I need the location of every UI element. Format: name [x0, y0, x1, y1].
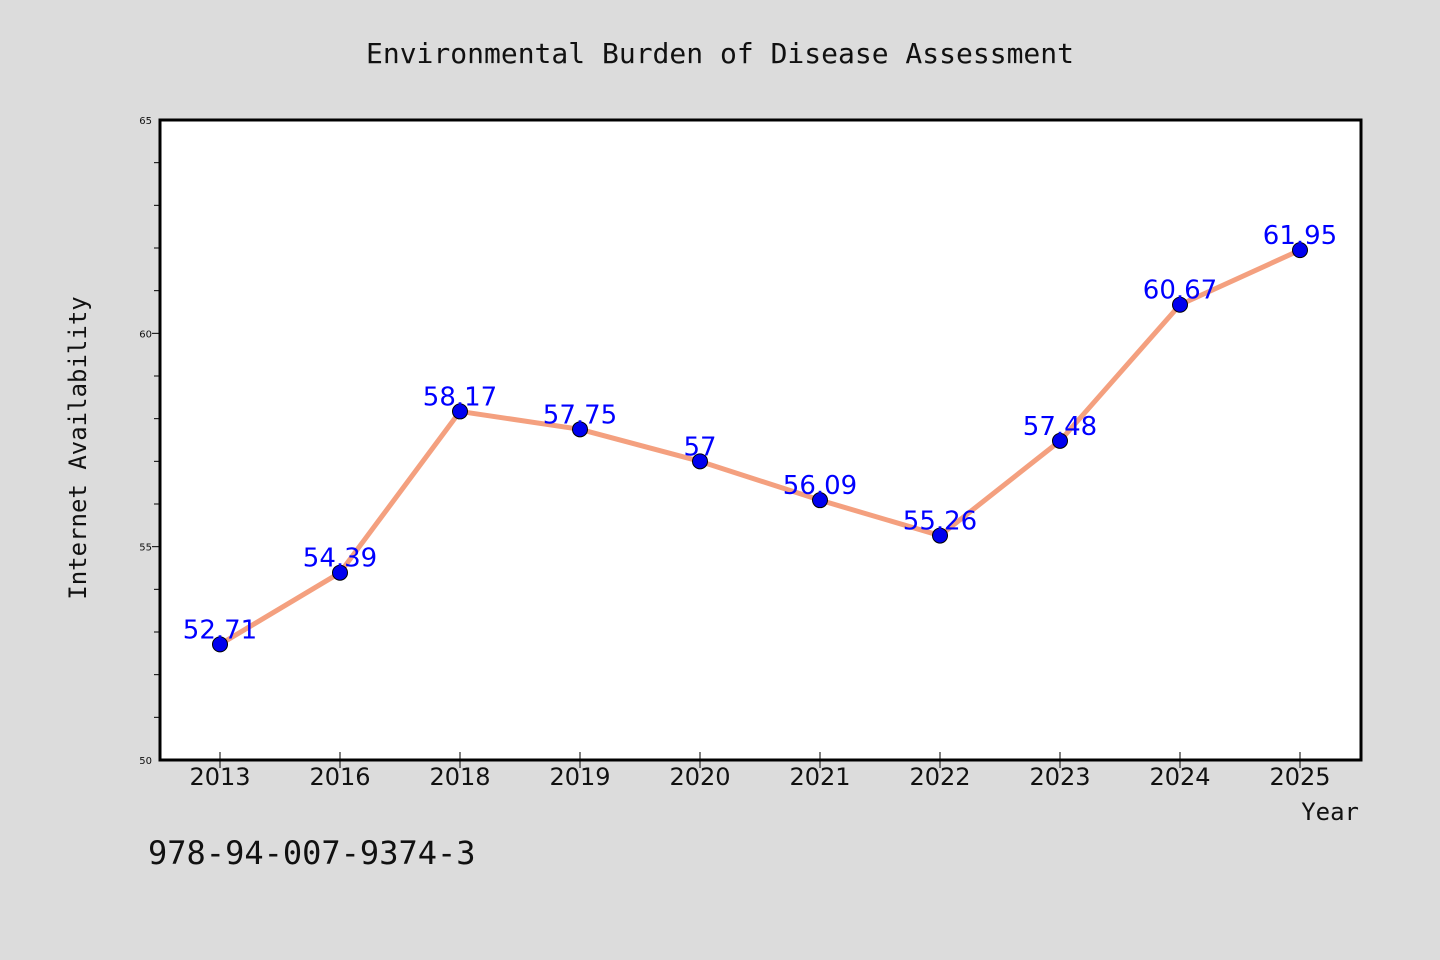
chart-title: Environmental Burden of Disease Assessme… [366, 37, 1074, 70]
data-label: 57.48 [1023, 412, 1097, 442]
x-tick-label: 2020 [669, 763, 730, 791]
data-labels: 52.71 54.39 58.17 57.75 57 56.09 55.26 57.48 60.… [183, 221, 1337, 645]
data-label: 56.09 [783, 471, 857, 501]
data-label: 57 [683, 432, 716, 462]
data-point [572, 421, 588, 438]
x-tick-label: 2013 [189, 763, 250, 791]
y-tick-label: 65 [139, 116, 152, 127]
data-point [332, 564, 348, 581]
data-label: 57.75 [543, 400, 617, 430]
y-tick-label: 60 [139, 329, 152, 340]
y-axis-label: Internet Availability [64, 296, 92, 599]
series-layer [212, 242, 1308, 653]
data-point [932, 527, 948, 544]
x-tick-label: 2022 [909, 763, 970, 791]
x-tick-label: 2024 [1149, 763, 1210, 791]
data-point [212, 636, 228, 653]
data-point [1292, 242, 1308, 259]
y-tick-label: 50 [139, 756, 152, 767]
y-axis-ticks: 50 55 60 65 [139, 116, 160, 767]
data-point [692, 453, 708, 470]
x-tick-label: 2021 [789, 763, 850, 791]
data-label: 61.95 [1263, 221, 1337, 251]
data-point [1052, 432, 1068, 449]
data-label: 60.67 [1143, 276, 1217, 306]
data-label: 58.17 [423, 382, 497, 412]
x-axis-label: Year [1301, 798, 1359, 826]
plot-area [158, 118, 1363, 762]
data-point [812, 492, 828, 509]
x-axis-ticks: 2013 2016 2018 2019 2020 2021 2022 2023 2024 2025 [189, 752, 1331, 791]
footnote-isbn: 978-94-007-9374-3 [148, 834, 476, 872]
data-label: 55.26 [903, 507, 977, 537]
data-point [452, 403, 468, 420]
x-tick-label: 2025 [1269, 763, 1330, 791]
x-tick-label: 2016 [309, 763, 370, 791]
data-label: 54.39 [303, 544, 377, 574]
series-line [217, 247, 1303, 647]
y-tick-label: 55 [139, 543, 152, 554]
data-point [1172, 296, 1188, 313]
data-label: 52.71 [183, 615, 257, 645]
x-tick-label: 2018 [429, 763, 490, 791]
x-tick-label: 2023 [1029, 763, 1090, 791]
x-tick-label: 2019 [549, 763, 610, 791]
